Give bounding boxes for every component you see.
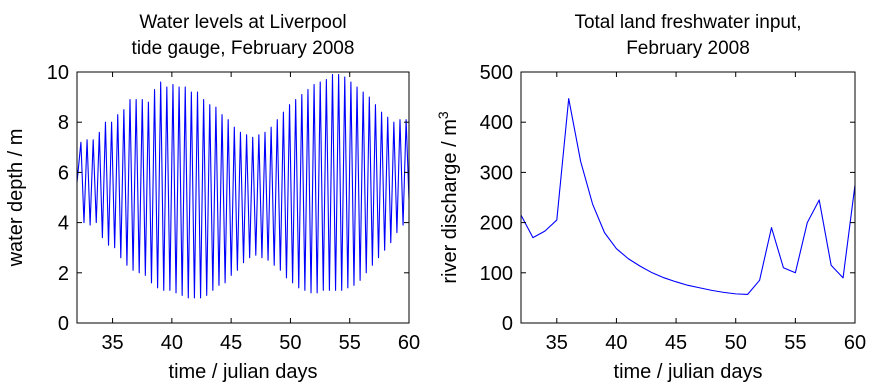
y-tick-label: 500 bbox=[480, 62, 513, 84]
y-axis-label-superscript: 3 bbox=[435, 111, 451, 119]
y-tick-label: 300 bbox=[480, 162, 513, 184]
chart-title-line: February 2008 bbox=[626, 38, 750, 59]
x-tick-label: 55 bbox=[339, 332, 361, 354]
x-tick-label: 40 bbox=[161, 332, 183, 354]
x-tick-label: 45 bbox=[665, 332, 687, 354]
y-tick-label: 10 bbox=[47, 62, 69, 84]
x-tick-label: 50 bbox=[279, 332, 301, 354]
y-tick-label: 0 bbox=[58, 313, 69, 335]
y-tick-label: 200 bbox=[480, 213, 513, 235]
x-tick-label: 35 bbox=[546, 332, 568, 354]
y-tick-label: 2 bbox=[58, 263, 69, 285]
y-tick-label: 6 bbox=[58, 162, 69, 184]
chart-panel-2: Total land freshwater input, February 200… bbox=[435, 12, 866, 383]
y-tick-label: 4 bbox=[58, 213, 69, 235]
x-tick-label: 45 bbox=[220, 332, 242, 354]
chart-title-line: Water levels at Liverpool bbox=[139, 12, 346, 33]
series-line bbox=[521, 98, 855, 295]
y-axis-label: river discharge / m3 bbox=[435, 111, 461, 284]
x-tick-label: 50 bbox=[725, 332, 747, 354]
chart-panel-1: Water levels at Liverpool tide gauge, Feb… bbox=[5, 12, 420, 383]
y-tick-label: 100 bbox=[480, 263, 513, 285]
x-axis-label: time / julian days bbox=[614, 361, 763, 383]
y-tick-label: 400 bbox=[480, 112, 513, 134]
series-line bbox=[77, 73, 409, 299]
x-axis-label: time / julian days bbox=[169, 361, 318, 383]
y-tick-label: 8 bbox=[58, 112, 69, 134]
axes-box bbox=[76, 71, 410, 324]
x-tick-label: 55 bbox=[784, 332, 806, 354]
x-tick-label: 60 bbox=[398, 332, 420, 354]
x-tick-label: 40 bbox=[605, 332, 627, 354]
chart-title-line: tide gauge, February 2008 bbox=[132, 38, 355, 59]
x-tick-label: 60 bbox=[844, 332, 866, 354]
y-tick-label: 0 bbox=[502, 313, 513, 335]
y-axis-label: water depth / m bbox=[5, 129, 27, 268]
x-tick-label: 35 bbox=[101, 332, 123, 354]
chart-title-line: Total land freshwater input, bbox=[574, 12, 801, 33]
axes-box bbox=[520, 71, 856, 324]
